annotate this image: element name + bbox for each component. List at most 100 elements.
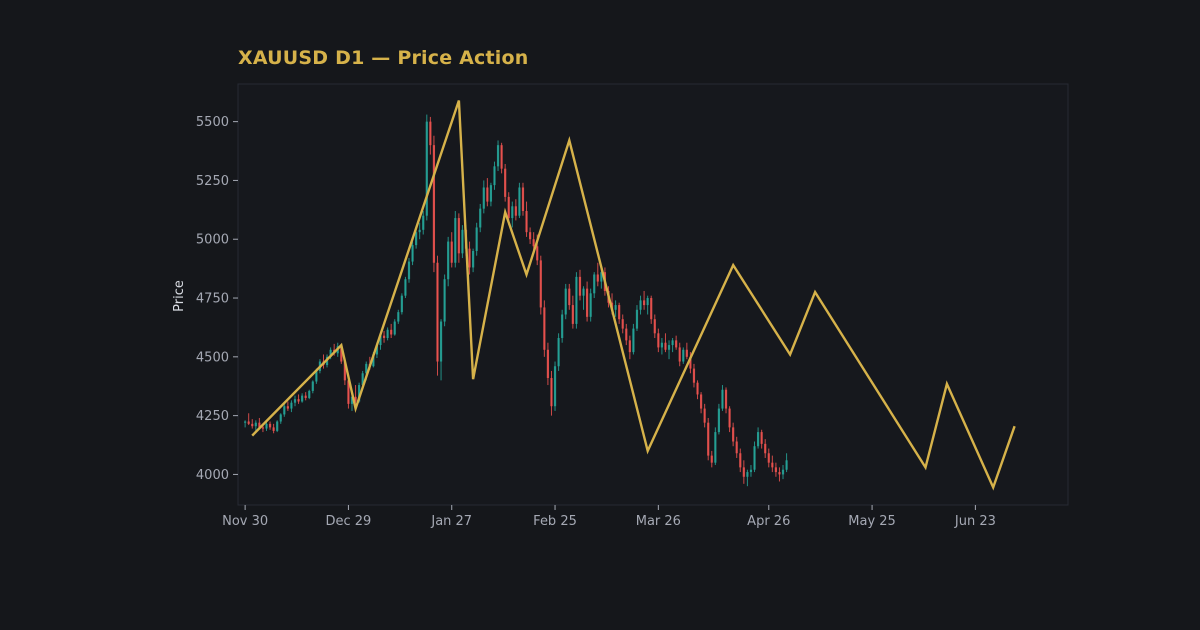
candle-body	[358, 385, 361, 402]
candle	[486, 178, 489, 207]
candle	[286, 401, 289, 411]
candle-body	[407, 261, 411, 280]
candle-body	[244, 421, 247, 423]
x-tick-label: Jun 23	[954, 514, 996, 529]
candle-body	[582, 288, 585, 296]
candle-body	[721, 389, 724, 409]
candle-body	[343, 361, 346, 381]
candle-body	[436, 262, 439, 362]
candle	[283, 403, 286, 417]
candle	[500, 142, 503, 174]
candle	[432, 135, 436, 273]
candle-body	[315, 370, 318, 382]
candle-body	[749, 469, 753, 473]
plot-area	[237, 83, 1069, 506]
candle-body	[692, 368, 696, 383]
candle-body	[753, 446, 756, 470]
candle-body	[475, 227, 478, 251]
candle	[482, 180, 485, 214]
candle-body	[525, 211, 528, 233]
candle-body	[539, 260, 542, 308]
candle	[646, 295, 649, 315]
candle	[721, 385, 724, 411]
candle	[525, 201, 528, 237]
candle-body	[760, 432, 763, 444]
candle-body	[714, 432, 717, 463]
candle-body	[600, 272, 603, 282]
candle	[650, 295, 653, 324]
candle	[244, 420, 247, 428]
candle-body	[685, 349, 688, 357]
candle-body	[621, 319, 624, 329]
candle-body	[329, 349, 332, 357]
candle-body	[311, 381, 314, 391]
candle-body	[639, 300, 642, 310]
candle	[596, 262, 599, 287]
candle	[685, 342, 688, 360]
candle	[457, 213, 460, 263]
candle	[543, 300, 546, 357]
candle	[293, 395, 297, 407]
candle-body	[628, 340, 631, 353]
candle-body	[258, 422, 261, 428]
candle	[393, 319, 396, 336]
y-tick-label: 4750	[196, 292, 229, 307]
candle	[732, 422, 735, 447]
y-tick-label: 4250	[196, 409, 229, 424]
candle	[660, 338, 664, 355]
x-axis: Nov 30 Dec 29 Jan 27 Feb 25 Mar 26 Apr 26 May …	[222, 505, 996, 529]
candle	[254, 420, 257, 431]
candle-body	[618, 305, 621, 320]
candle	[528, 227, 532, 244]
candle-body	[739, 453, 742, 468]
candle-body	[550, 377, 553, 407]
candle-body	[746, 472, 749, 477]
x-tick-label: Apr 26	[747, 514, 790, 529]
candle-body	[379, 335, 382, 346]
candle	[272, 423, 275, 434]
candle	[635, 305, 639, 331]
swing-line	[251, 100, 1016, 491]
candle-body	[546, 349, 550, 378]
candle	[425, 114, 428, 221]
candle	[585, 281, 589, 322]
candle	[418, 222, 421, 240]
candle-body	[354, 396, 357, 402]
candle-body	[660, 342, 664, 348]
candle	[397, 309, 400, 324]
candle	[504, 163, 507, 202]
candle	[564, 283, 567, 320]
candle-body	[422, 215, 425, 230]
candle	[746, 469, 749, 487]
x-tick-label: May 25	[848, 514, 896, 529]
candle-body	[771, 462, 774, 468]
candle-body	[682, 349, 685, 362]
candle	[568, 283, 571, 310]
candle	[422, 211, 425, 235]
candle	[774, 462, 778, 477]
candle-body	[778, 472, 781, 475]
y-tick-label: 4500	[196, 350, 229, 365]
candle-body	[528, 232, 532, 240]
candle-body	[553, 366, 557, 407]
candle	[557, 333, 560, 371]
candle	[614, 300, 617, 317]
y-tick-label: 4000	[196, 468, 229, 483]
candle	[454, 211, 457, 268]
candle-body	[347, 380, 350, 404]
candle-body	[279, 414, 282, 422]
y-tick-label: 5000	[196, 233, 229, 248]
candle	[443, 274, 446, 327]
candle	[699, 392, 703, 414]
candle	[739, 448, 742, 473]
candle	[593, 272, 596, 299]
candle-body	[703, 408, 706, 423]
candle	[472, 248, 475, 273]
candle-body	[450, 241, 453, 263]
candle-body	[632, 328, 635, 353]
candle	[749, 465, 753, 477]
candle-body	[454, 218, 457, 263]
candle	[539, 255, 542, 315]
candle-body	[589, 293, 592, 317]
candle	[247, 413, 250, 426]
